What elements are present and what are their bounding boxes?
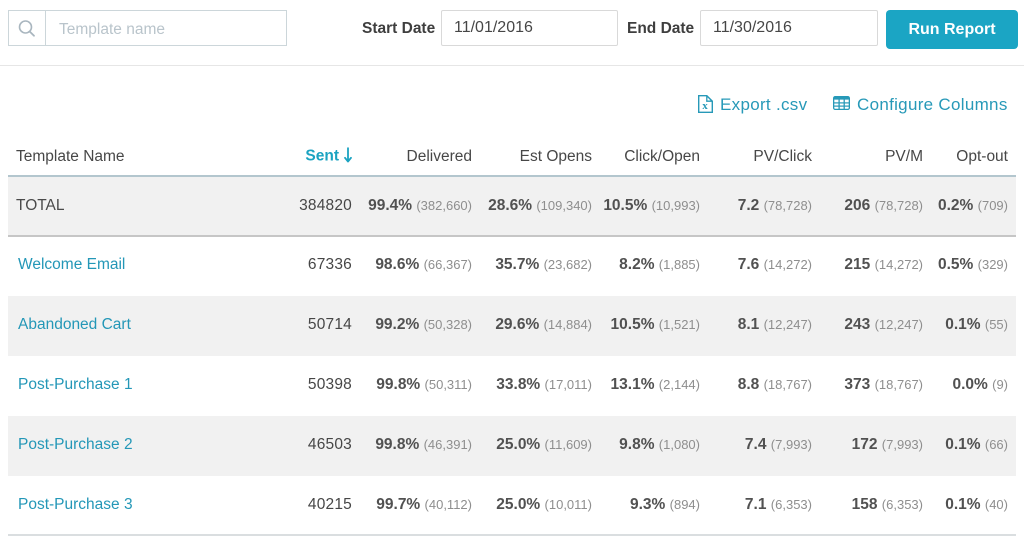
svg-text:x: x [702,100,708,112]
